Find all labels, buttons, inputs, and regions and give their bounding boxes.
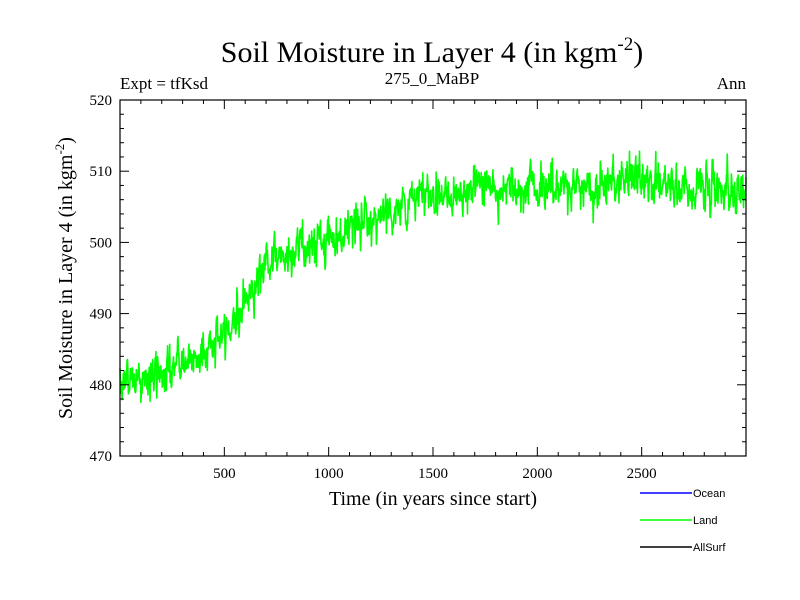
series-line-land [119,150,747,404]
plot-background [120,100,746,456]
y-axis-label: Soil Moisture in Layer 4 (in kgm-2) [52,137,77,419]
y-tick-label: 520 [90,93,113,109]
x-axis-label: Time (in years since start) [329,488,537,510]
ticks-layer: 500 1000 1500 2000 2500 470 480 490 500 510 520 [90,93,746,482]
y-tick-label: 500 [90,235,113,251]
plot-area: 500 1000 1500 2000 2500 470 480 490 500 510 520 [90,93,747,482]
legend-label-land: Land [693,515,717,527]
y-tick-label: 480 [90,378,113,394]
subtitle-season: Ann [717,74,747,93]
y-tick-label: 510 [90,164,113,180]
legend-label-ocean: Ocean [693,488,725,500]
y-tick-label: 490 [90,307,113,323]
x-tick-label: 1000 [314,466,344,482]
x-tick-label: 500 [213,466,236,482]
legend: Ocean Land AllSurf [640,488,726,554]
subtitle-experiment: Expt = tfKsd [120,74,208,93]
x-tick-label: 1500 [418,466,448,482]
x-tick-label: 2500 [627,466,657,482]
series-layer [119,150,747,404]
y-tick-label: 470 [90,449,113,465]
subtitle-period: 275_0_MaBP [385,69,479,88]
legend-label-allsurf: AllSurf [693,542,726,554]
chart-title: Soil Moisture in Layer 4 (in kgm-2) [221,34,643,69]
x-tick-label: 2000 [522,466,552,482]
